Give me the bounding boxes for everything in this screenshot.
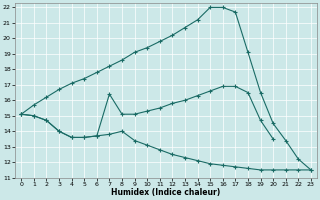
- X-axis label: Humidex (Indice chaleur): Humidex (Indice chaleur): [111, 188, 221, 197]
